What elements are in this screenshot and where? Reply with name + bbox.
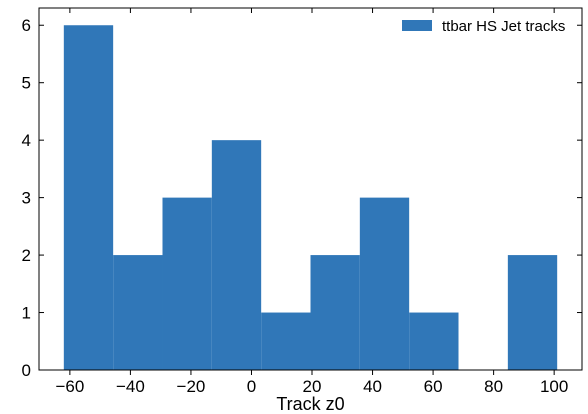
histogram-bar-2 — [162, 197, 212, 370]
bars-group — [63, 25, 558, 370]
y-tick-label: 6 — [22, 16, 31, 35]
histogram-bar-1 — [113, 255, 163, 370]
legend-swatch — [402, 20, 432, 31]
y-tick-label: 4 — [22, 131, 31, 150]
x-tick-label: 80 — [484, 377, 503, 396]
histogram-bar-5 — [310, 255, 360, 370]
histogram-bar-9 — [507, 255, 558, 370]
x-tick-label: 40 — [363, 377, 382, 396]
histogram-bar-6 — [359, 197, 410, 370]
histogram-bar-0 — [63, 25, 114, 370]
histogram-bar-3 — [211, 140, 262, 370]
histogram-bar-4 — [261, 312, 311, 370]
y-tick-label: 1 — [22, 304, 31, 323]
x-tick-label: −20 — [177, 377, 206, 396]
x-tick-label: −40 — [116, 377, 145, 396]
x-tick-label: −60 — [55, 377, 84, 396]
plot-frame — [38, 7, 583, 371]
x-axis-label: Track z0 — [276, 394, 344, 414]
x-tick-label: 100 — [540, 377, 568, 396]
legend-label: ttbar HS Jet tracks — [442, 18, 565, 35]
x-tick-label: 60 — [424, 377, 443, 396]
x-axis-ticks: −60 −40 −20 0 20 40 60 80 100 — [55, 8, 568, 396]
histogram-bar-7 — [409, 312, 459, 370]
x-tick-label: 20 — [303, 377, 322, 396]
y-tick-label: 0 — [22, 361, 31, 380]
y-axis-ticks: 0 1 2 3 4 5 6 — [22, 16, 582, 380]
y-tick-label: 2 — [22, 246, 31, 265]
x-tick-label: 0 — [247, 377, 256, 396]
y-tick-label: 3 — [22, 189, 31, 208]
y-tick-label: 5 — [22, 74, 31, 93]
legend: ttbar HS Jet tracks — [402, 18, 565, 35]
